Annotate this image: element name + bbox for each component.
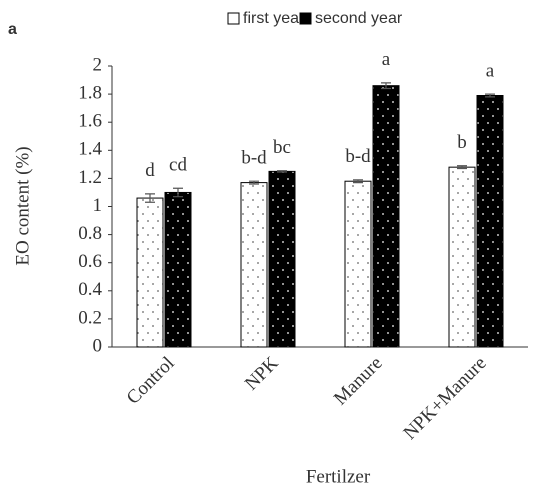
- error-bar: [457, 165, 467, 170]
- legend-swatch: [227, 12, 240, 25]
- y-tick-label: 1: [93, 195, 103, 216]
- legend-label: first year: [243, 10, 305, 27]
- bar: [372, 85, 400, 348]
- error-bar: [353, 179, 363, 184]
- bar: [448, 166, 476, 348]
- y-tick-label: 0: [93, 335, 103, 356]
- bar: [344, 180, 372, 348]
- significance-letter: b: [457, 132, 467, 153]
- significance-letter: cd: [169, 155, 187, 176]
- y-tick-label: 0.2: [78, 307, 102, 328]
- y-tick-label: 1.8: [78, 82, 102, 103]
- y-tick-label: 0.4: [78, 279, 102, 300]
- x-tick-label: Manure: [330, 353, 387, 410]
- significance-letter: bc: [273, 137, 291, 158]
- error-bar: [277, 170, 287, 173]
- x-tick-label: NPK: [241, 353, 283, 395]
- bar: [164, 191, 192, 348]
- x-axis-title: Fertilzer: [306, 466, 371, 485]
- significance-letter: d: [145, 160, 155, 181]
- bar: [136, 197, 164, 348]
- bar: [476, 95, 504, 348]
- panel-label: a: [8, 21, 17, 38]
- bar: [240, 182, 268, 348]
- error-bar: [381, 82, 391, 90]
- y-tick-label: 0.6: [78, 251, 102, 272]
- significance-letter: a: [382, 49, 391, 70]
- bar: [268, 170, 296, 348]
- significance-letter: b-d: [241, 148, 267, 169]
- legend-swatch: [299, 12, 312, 25]
- y-axis-title: EO content (%): [12, 146, 33, 265]
- significance-letter: b-d: [345, 146, 371, 167]
- y-tick-label: 1.2: [78, 167, 102, 188]
- error-bar: [485, 93, 495, 98]
- y-tick-label: 1.6: [78, 111, 102, 132]
- significance-letter: a: [486, 60, 495, 81]
- error-bar: [249, 180, 259, 185]
- error-bar: [173, 187, 183, 198]
- legend-label: second year: [315, 10, 403, 27]
- x-tick-label: NPK+Manure: [400, 353, 491, 444]
- x-tick-label: Control: [123, 353, 179, 409]
- error-bar: [145, 193, 155, 203]
- y-tick-label: 2: [93, 54, 103, 75]
- y-tick-label: 1.4: [78, 139, 102, 160]
- y-tick-label: 0.8: [78, 223, 102, 244]
